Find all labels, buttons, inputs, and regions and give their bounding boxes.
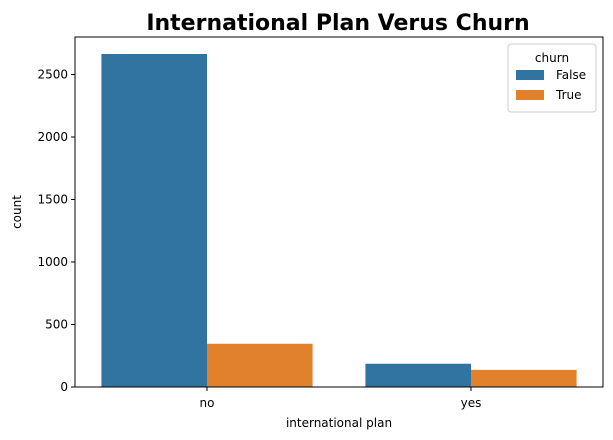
legend-swatch-false xyxy=(516,70,544,80)
y-axis: 0 500 1000 1500 2000 2500 xyxy=(37,68,75,394)
legend-swatch-true xyxy=(516,90,544,100)
y-tick-label-2000: 2000 xyxy=(37,130,68,144)
y-tick-label-500: 500 xyxy=(45,318,68,332)
x-tick-label-yes: yes xyxy=(461,396,482,410)
chart-title: International Plan Verus Churn xyxy=(146,11,529,36)
y-tick-label-0: 0 xyxy=(60,380,68,394)
legend-title: churn xyxy=(535,51,569,65)
y-axis-label: count xyxy=(10,195,24,229)
bar-yes-false xyxy=(365,363,471,387)
legend-label-false: False xyxy=(556,68,586,82)
x-tick-label-no: no xyxy=(200,396,215,410)
y-tick-label-1500: 1500 xyxy=(37,193,68,207)
y-tick-label-2500: 2500 xyxy=(37,68,68,82)
legend: churn False True xyxy=(507,43,597,113)
plot-frame xyxy=(74,36,604,388)
bar-no-false xyxy=(101,54,207,387)
x-axis-label: international plan xyxy=(286,416,392,430)
x-axis: no yes xyxy=(200,387,482,410)
bar-no-true xyxy=(207,343,313,387)
bar-yes-true xyxy=(471,369,577,388)
bars-group xyxy=(101,54,577,388)
legend-label-true: True xyxy=(555,88,582,102)
y-tick-label-1000: 1000 xyxy=(37,255,68,269)
